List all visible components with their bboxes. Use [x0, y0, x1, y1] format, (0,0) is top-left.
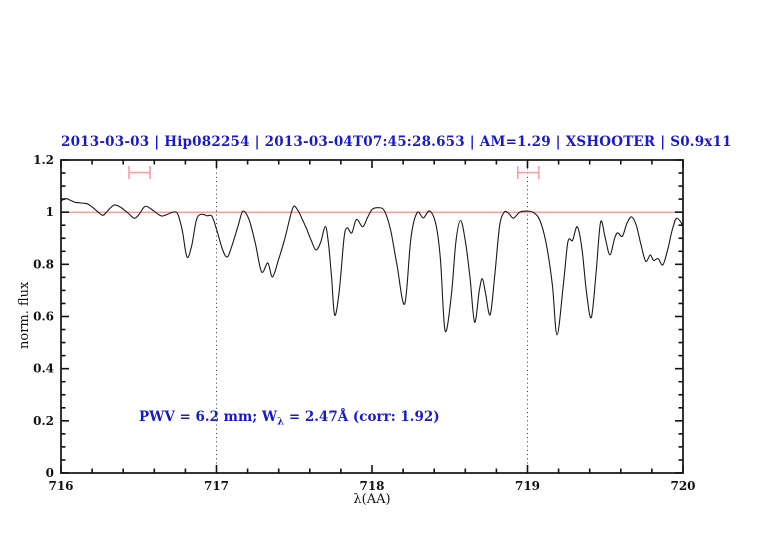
x-tick-label: 719 — [515, 479, 540, 493]
spectrum-curve — [60, 198, 684, 336]
pwv-annotation-subscript: λ — [277, 416, 285, 428]
y-tick-label: 0 — [46, 466, 54, 480]
y-axis-label: norm. flux — [17, 281, 32, 349]
y-tick-label: 0.6 — [33, 310, 54, 324]
y-tick-label: 0.2 — [33, 414, 54, 428]
plot-title: 2013-03-03 | Hip082254 | 2013-03-04T07:4… — [61, 134, 732, 150]
x-tick-label: 716 — [48, 479, 73, 493]
x-tick-label: 718 — [359, 479, 384, 493]
y-tick-label: 1 — [46, 205, 54, 219]
pwv-annotation-suffix: = 2.47Å (corr: 1.92) — [284, 409, 440, 425]
x-tick-label: 720 — [670, 479, 695, 493]
x-axis-label: λ(AA) — [353, 492, 391, 507]
pwv-annotation: PWV = 6.2 mm; Wλ = 2.47Å (corr: 1.92) — [139, 409, 440, 428]
y-tick-label: 0.4 — [33, 362, 54, 376]
pwv-annotation-prefix: PWV = 6.2 mm; W — [139, 409, 278, 425]
y-tick-label: 1.2 — [33, 153, 54, 167]
x-tick-label: 717 — [204, 479, 229, 493]
y-tick-label: 0.8 — [33, 257, 54, 271]
